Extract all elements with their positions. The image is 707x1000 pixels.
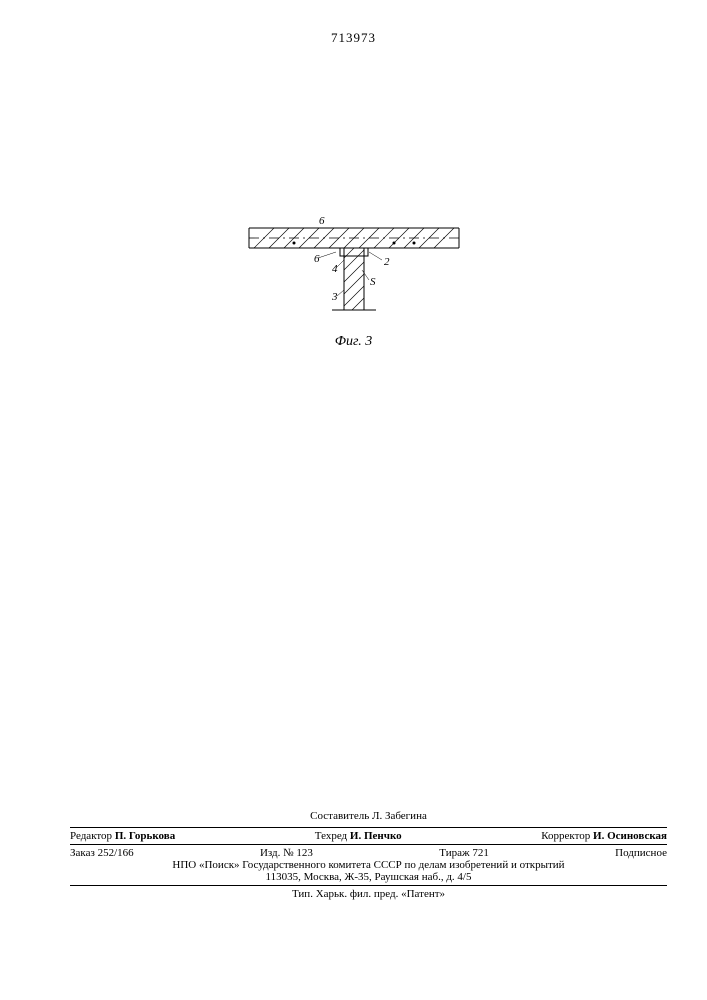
- label-3: 3: [331, 291, 338, 303]
- label-s: S: [370, 276, 376, 288]
- compiler-name: Л. Забегина: [372, 810, 427, 822]
- label-6-left: 6: [314, 253, 320, 265]
- order-value: 252/166: [98, 847, 134, 859]
- label-4: 4: [332, 263, 338, 275]
- address-line: 113035, Москва, Ж-35, Раушская наб., д. …: [70, 871, 667, 883]
- izd-label: Изд. №: [260, 847, 294, 859]
- editor-name: П. Горькова: [115, 830, 175, 842]
- org-line: НПО «Поиск» Государственного комитета СС…: [70, 859, 667, 871]
- footer-block: Составитель Л. Забегина Редактор П. Горь…: [70, 810, 667, 900]
- label-2: 2: [384, 256, 390, 268]
- techred-label: Техред: [315, 830, 347, 842]
- footer-rule-3: [70, 885, 667, 886]
- corrector-name: И. Осиновская: [593, 830, 667, 842]
- footer-rule-1: [70, 827, 667, 828]
- izd-value: 123: [296, 847, 313, 859]
- corrector-label: Корректор: [541, 830, 590, 842]
- tirazh-value: 721: [472, 847, 489, 859]
- figure-3: 6 6 4 2 3 S Фиг. 3: [0, 210, 707, 350]
- tirazh-label: Тираж: [439, 847, 469, 859]
- figure-caption: Фиг. 3: [0, 334, 707, 350]
- editor-label: Редактор: [70, 830, 112, 842]
- order-label: Заказ: [70, 847, 95, 859]
- credits-line: Редактор П. Горькова Техред И. Пенчко Ко…: [70, 830, 667, 842]
- page-number: 713973: [0, 30, 707, 46]
- techred-name: И. Пенчко: [350, 830, 402, 842]
- figure-svg: 6 6 4 2 3 S: [244, 210, 464, 330]
- label-6-top: 6: [319, 215, 325, 227]
- compiler-label: Составитель: [310, 810, 369, 822]
- footer-rule-2: [70, 844, 667, 845]
- typography-line: Тип. Харьк. фил. пред. «Патент»: [70, 888, 667, 900]
- podpisnoe: Подписное: [615, 847, 667, 859]
- compiler-line: Составитель Л. Забегина: [70, 810, 667, 825]
- print-info-line: Заказ 252/166 Изд. № 123 Тираж 721 Подпи…: [70, 847, 667, 859]
